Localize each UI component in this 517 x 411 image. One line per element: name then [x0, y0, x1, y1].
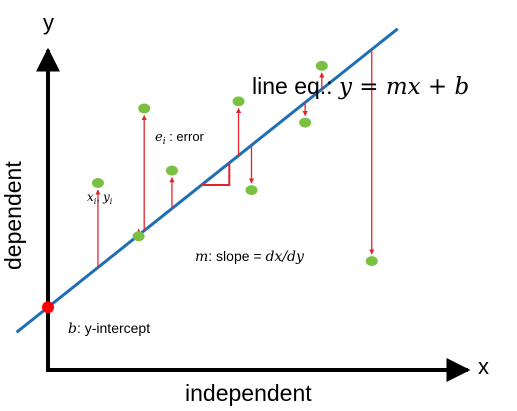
line-equation-math: y = mx + b — [338, 74, 469, 100]
point-label: xi, yi — [87, 190, 113, 206]
data-point — [165, 165, 178, 176]
intercept-label: b: y-intercept — [68, 320, 150, 337]
line-equation-prefix: line eq.: — [252, 73, 339, 99]
slope-label: m: slope = dx/dy — [195, 248, 305, 265]
data-point — [138, 103, 151, 114]
data-point — [365, 256, 378, 267]
y-intercept-point — [42, 301, 54, 314]
y-axis-letter: y — [43, 10, 54, 35]
x-axis-letter: x — [478, 354, 489, 379]
data-point — [91, 178, 104, 188]
data-point — [132, 231, 145, 242]
x-axis-label: independent — [185, 380, 312, 406]
data-point — [315, 60, 328, 71]
y-axis-label: dependent — [0, 161, 26, 270]
slope-marker — [201, 162, 231, 186]
data-points — [91, 60, 378, 267]
data-point — [232, 96, 245, 107]
error-arrows — [95, 49, 375, 268]
error-label: ei : error — [155, 129, 205, 147]
data-point — [299, 117, 312, 128]
regression-line — [15, 27, 399, 334]
line-equation: line eq.: y = mx + b — [252, 73, 469, 100]
data-point — [245, 185, 258, 196]
